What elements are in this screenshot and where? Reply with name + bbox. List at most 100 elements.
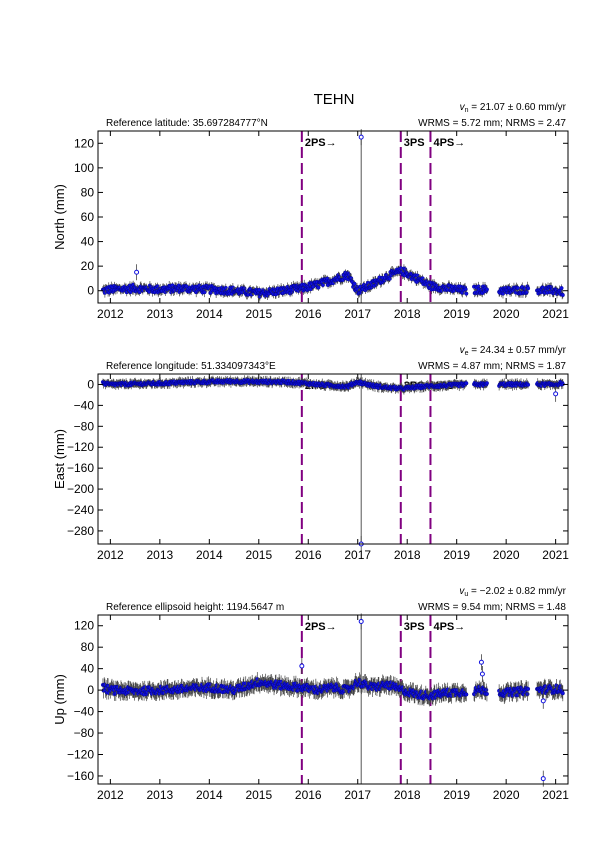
outlier-point bbox=[553, 391, 559, 397]
data-point bbox=[525, 692, 530, 697]
data-point bbox=[464, 692, 469, 697]
y-tick-label: −160 bbox=[67, 461, 94, 475]
data-points bbox=[100, 375, 565, 395]
x-tick-label: 2016 bbox=[295, 788, 322, 802]
outlier-point bbox=[479, 671, 485, 677]
y-tick-label: 0 bbox=[87, 284, 94, 298]
event-label: 3PS bbox=[404, 137, 425, 149]
event-label: 4PS→ bbox=[433, 621, 465, 633]
x-tick-label: 2013 bbox=[146, 788, 173, 802]
plot-frame bbox=[97, 130, 569, 304]
data-point bbox=[526, 286, 531, 291]
y-tick-label: 40 bbox=[81, 235, 95, 249]
plot-frame bbox=[97, 373, 569, 545]
y-tick-label: −240 bbox=[67, 503, 94, 517]
data-point bbox=[464, 291, 469, 296]
x-tick-label: 2018 bbox=[394, 788, 421, 802]
plot-frame bbox=[97, 614, 569, 785]
x-tick-label: 2021 bbox=[542, 307, 569, 321]
y-tick-label: −120 bbox=[67, 747, 94, 761]
x-tick-label: 2014 bbox=[196, 548, 223, 562]
x-tick-label: 2018 bbox=[394, 548, 421, 562]
y-tick-label: 0 bbox=[87, 377, 94, 391]
data-point bbox=[526, 382, 531, 387]
event-label: 2PS→ bbox=[305, 621, 337, 633]
outlier-point bbox=[358, 618, 364, 624]
data-point bbox=[484, 691, 489, 696]
y-tick-label: −200 bbox=[67, 482, 94, 496]
x-tick-label: 2019 bbox=[443, 788, 470, 802]
x-tick-label: 2014 bbox=[196, 307, 223, 321]
data-points bbox=[100, 263, 565, 301]
y-tick-label: 120 bbox=[74, 136, 94, 150]
y-tick-label: −80 bbox=[74, 726, 95, 740]
x-tick-label: 2021 bbox=[542, 548, 569, 562]
data-point bbox=[515, 286, 520, 291]
x-tick-label: 2015 bbox=[245, 307, 272, 321]
data-points bbox=[100, 672, 565, 707]
data-point bbox=[526, 686, 531, 691]
y-tick-label: −40 bbox=[74, 705, 95, 719]
stats-label: WRMS = 5.72 mm; NRMS = 2.47 bbox=[418, 118, 566, 129]
data-point bbox=[352, 281, 357, 286]
event-label: 4PS→ bbox=[433, 137, 465, 149]
data-point bbox=[155, 284, 160, 289]
y-tick-label: −80 bbox=[74, 419, 95, 433]
data-point bbox=[463, 287, 468, 292]
x-tick-label: 2018 bbox=[394, 307, 421, 321]
x-tick-label: 2019 bbox=[443, 548, 470, 562]
outlier-point bbox=[358, 134, 364, 140]
data-point bbox=[464, 381, 469, 386]
reference-label: Reference longitude: 51.334097343°E bbox=[106, 361, 276, 372]
panel-north: Reference latitude: 35.697284777°N vn = 2… bbox=[52, 102, 569, 321]
event-label: 2PS→ bbox=[305, 137, 337, 149]
x-tick-label: 2017 bbox=[344, 788, 371, 802]
x-tick-label: 2016 bbox=[295, 548, 322, 562]
outlier-point bbox=[540, 776, 546, 782]
panel-east: Reference longitude: 51.334097343°E ve = … bbox=[52, 345, 569, 562]
x-tick-label: 2017 bbox=[344, 548, 371, 562]
data-point bbox=[559, 286, 564, 291]
data-point bbox=[387, 276, 392, 281]
y-tick-label: −160 bbox=[67, 769, 94, 783]
x-tick-label: 2014 bbox=[196, 788, 223, 802]
data-point bbox=[257, 287, 262, 292]
data-point bbox=[484, 381, 489, 386]
y-tick-label: 60 bbox=[81, 210, 95, 224]
y-tick-label: −280 bbox=[67, 524, 94, 538]
data-point bbox=[484, 287, 489, 292]
y-tick-label: 80 bbox=[81, 185, 95, 199]
outlier-point bbox=[299, 663, 305, 669]
outlier-point bbox=[478, 659, 484, 665]
y-tick-label: 40 bbox=[81, 662, 95, 676]
data-point bbox=[230, 285, 235, 290]
y-tick-label: 120 bbox=[74, 619, 94, 633]
data-point bbox=[484, 687, 489, 692]
y-axis-label: Up (mm) bbox=[52, 674, 67, 725]
x-tick-label: 2016 bbox=[295, 307, 322, 321]
x-tick-label: 2012 bbox=[97, 307, 124, 321]
x-tick-label: 2019 bbox=[443, 307, 470, 321]
y-tick-label: 20 bbox=[81, 259, 95, 273]
y-tick-label: 80 bbox=[81, 640, 95, 654]
y-axis-label: North (mm) bbox=[52, 184, 67, 250]
y-tick-label: 0 bbox=[87, 683, 94, 697]
x-tick-label: 2012 bbox=[97, 548, 124, 562]
data-point bbox=[316, 285, 321, 290]
x-tick-label: 2020 bbox=[493, 548, 520, 562]
outlier-point bbox=[540, 698, 546, 704]
x-tick-label: 2020 bbox=[493, 307, 520, 321]
y-tick-label: −40 bbox=[74, 398, 95, 412]
data-point bbox=[560, 292, 565, 297]
y-tick-label: 100 bbox=[74, 161, 94, 175]
stats-label: WRMS = 9.54 mm; NRMS = 1.48 bbox=[418, 602, 566, 613]
data-point bbox=[202, 290, 207, 295]
stats-label: WRMS = 4.87 mm; NRMS = 1.87 bbox=[418, 361, 566, 372]
velocity-label: vn = 21.07 ± 0.60 mm/yr bbox=[460, 102, 567, 114]
reference-label: Reference latitude: 35.697284777°N bbox=[106, 118, 268, 129]
velocity-label: ve = 24.34 ± 0.57 mm/yr bbox=[460, 345, 567, 357]
outlier-point bbox=[134, 269, 140, 275]
x-tick-label: 2015 bbox=[245, 548, 272, 562]
x-tick-label: 2017 bbox=[344, 307, 371, 321]
